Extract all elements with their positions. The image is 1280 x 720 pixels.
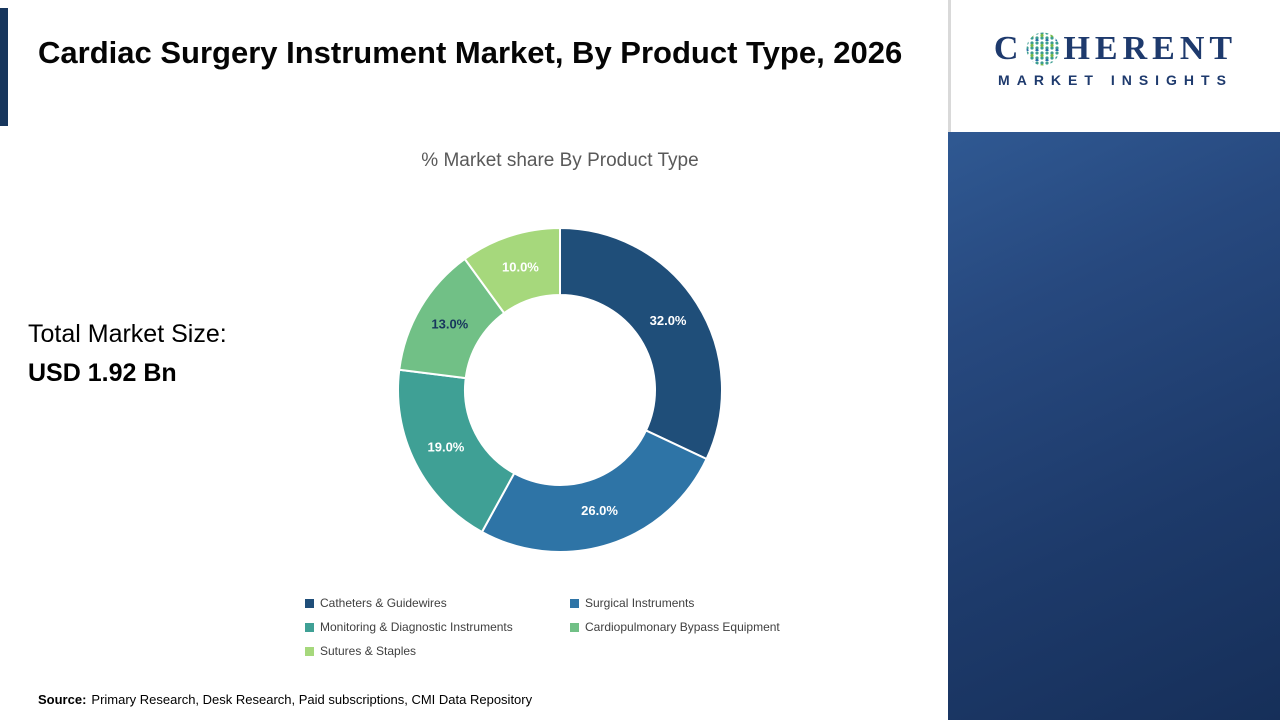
slice-label: 19.0% [428, 440, 465, 455]
legend-label: Cardiopulmonary Bypass Equipment [585, 620, 780, 634]
title-accent-bar [0, 8, 8, 126]
legend-swatch [570, 598, 579, 608]
legend-label: Surgical Instruments [585, 596, 695, 610]
donut-chart: 32.0% 26.0% 19.0% 13.0% 10.0% [397, 226, 723, 553]
legend-label: Monitoring & Diagnostic Instruments [320, 620, 513, 634]
donut-segment [480, 429, 708, 553]
legend-swatch [305, 646, 314, 656]
brand-logo: C HERENT [951, 30, 1280, 68]
total-market-label: Total Market Size: [28, 320, 227, 348]
legend-item: Surgical Instruments [570, 596, 865, 610]
chart-title: % Market share By Product Type [421, 150, 699, 171]
legend-swatch [305, 622, 314, 632]
page-title: Cardiac Surgery Instrument Market, By Pr… [38, 35, 903, 70]
legend-item: Catheters & Guidewires [305, 596, 570, 610]
legend-item: Monitoring & Diagnostic Instruments [305, 620, 570, 634]
brand-logo-panel: C HERENT MARKET INS [948, 0, 1280, 132]
globe-icon [1026, 32, 1060, 66]
slice-label: 32.0% [650, 313, 687, 328]
donut-segment [559, 226, 723, 461]
source-note: Source: Primary Research, Desk Research, … [38, 692, 532, 707]
legend-swatch [570, 622, 579, 632]
total-market-value: USD 1.92 Bn [28, 359, 177, 387]
slice-label: 13.0% [431, 316, 468, 331]
slice-label: 26.0% [581, 503, 618, 518]
legend-label: Sutures & Staples [320, 644, 417, 658]
brand-text-before: C [993, 30, 1024, 67]
brand-text-after: HERENT [1063, 30, 1238, 67]
legend-item: Cardiopulmonary Bypass Equipment [570, 620, 865, 634]
source-label: Source: [38, 692, 87, 707]
total-market-block: Total Market Size: USD 1.92 Bn [28, 320, 227, 388]
legend-swatch [305, 598, 314, 608]
source-text: Primary Research, Desk Research, Paid su… [91, 692, 533, 707]
brand-subtitle: MARKET INSIGHTS [998, 72, 1233, 88]
legend-item: Sutures & Staples [305, 644, 570, 658]
chart-legend: Catheters & Guidewires Surgical Instrumen… [305, 596, 865, 658]
donut-segment [397, 368, 516, 534]
slice-label: 10.0% [502, 260, 539, 275]
legend-label: Catheters & Guidewires [320, 596, 447, 610]
donut-segment [463, 226, 561, 315]
